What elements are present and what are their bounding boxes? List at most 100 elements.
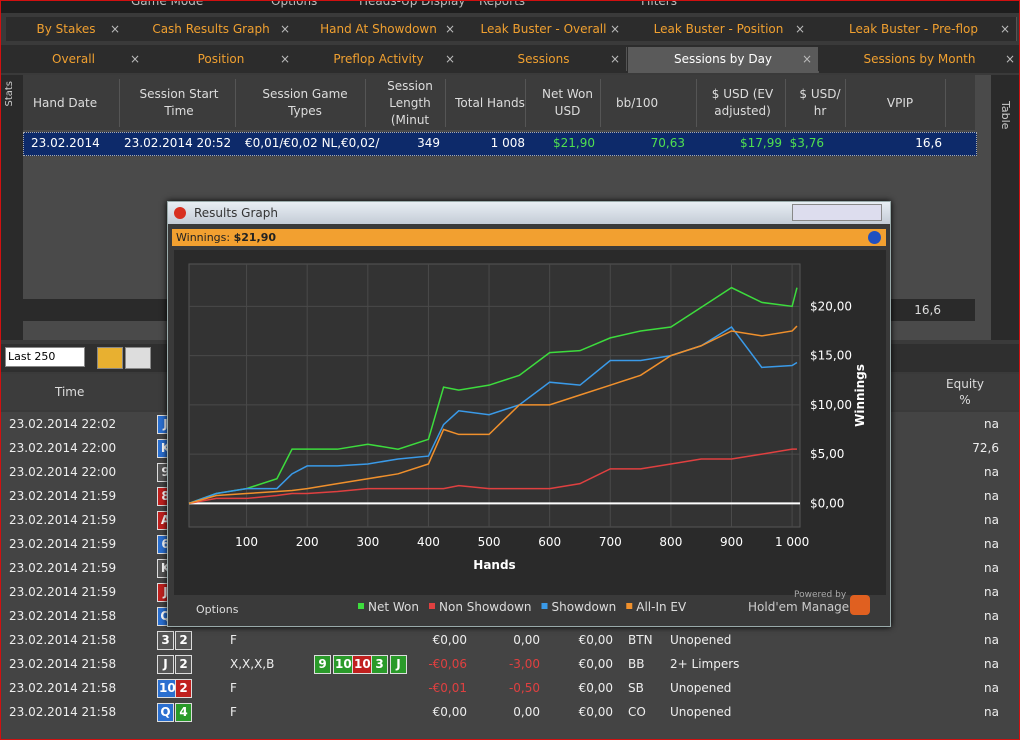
tab-label: Leak Buster - Pre-flop	[849, 22, 978, 36]
x-tick-label: 400	[417, 535, 440, 549]
tab[interactable]: Sessions	[461, 47, 627, 71]
hand-time: 23.02.2014 21:58	[9, 681, 117, 695]
table-side	[991, 75, 1019, 340]
card: 4	[175, 703, 192, 722]
tab-label: Sessions by Day	[673, 52, 773, 66]
close-icon[interactable]	[445, 47, 455, 71]
x-tick-label: 900	[720, 535, 743, 549]
tab[interactable]: Cash Results Graph	[126, 17, 297, 41]
column-header: Equity %	[946, 377, 984, 407]
hand-time: 23.02.2014 22:02	[9, 417, 117, 431]
hand-time: 23.02.2014 21:59	[9, 561, 117, 575]
card: 10	[352, 655, 373, 674]
tab-label: Position	[197, 52, 245, 66]
x-tick-label: 600	[538, 535, 561, 549]
hand-ev: €0,00	[578, 633, 613, 647]
legend-swatch	[429, 603, 435, 609]
session-cell: 349	[417, 136, 440, 150]
options-button[interactable]: Options	[196, 603, 239, 616]
hand-won: -€0,01	[428, 681, 467, 695]
hand-bb: -3,00	[508, 657, 540, 671]
close-icon[interactable]	[610, 17, 620, 41]
close-icon[interactable]	[795, 17, 805, 41]
side-label: Table	[999, 101, 1012, 130]
hand-time: 23.02.2014 21:59	[9, 513, 117, 527]
tab-label: Hand At Showdown	[320, 22, 437, 36]
tab[interactable]: Preflop Activity	[296, 47, 462, 71]
close-icon[interactable]	[130, 47, 140, 71]
filter-text: Last 250	[8, 350, 56, 363]
hand-equity: na	[984, 585, 999, 599]
session-cell: $3,76	[789, 136, 824, 150]
column-header: $ USD (EV adjusted)	[700, 79, 786, 127]
tab[interactable]: Sessions by Month	[818, 47, 1019, 71]
tab[interactable]: Overall	[1, 47, 147, 71]
rewind-button[interactable]	[97, 347, 123, 369]
session-cell: 70,63	[650, 136, 685, 150]
card: 3	[157, 631, 174, 650]
close-icon[interactable]	[802, 47, 812, 71]
hand-pos: SB	[628, 681, 644, 695]
close-icon[interactable]	[1005, 47, 1015, 71]
column-header: Session Length (Minut	[375, 79, 446, 127]
hand-time: 23.02.2014 21:58	[9, 633, 117, 647]
session-cell: 23.02.2014 20:52	[124, 136, 232, 150]
hand-bb: 0,00	[513, 633, 540, 647]
hand-pos: CO	[628, 705, 646, 719]
card: J	[157, 655, 174, 674]
sessions-row-bg[interactable]	[23, 132, 977, 156]
close-icon[interactable]	[1000, 17, 1010, 41]
close-icon[interactable]	[445, 17, 455, 41]
tab[interactable]: Leak Buster - Overall	[461, 17, 627, 41]
close-icon[interactable]	[110, 17, 120, 41]
hand-pos: BB	[628, 657, 645, 671]
card: 2	[175, 631, 192, 650]
tab[interactable]: Leak Buster - Position	[626, 17, 812, 41]
hand-pos: BTN	[628, 633, 653, 647]
brand: Hold'em Manager	[748, 600, 855, 614]
hand-won: €0,00	[432, 705, 467, 719]
tab[interactable]: Position	[146, 47, 297, 71]
column-header: Total Hands	[455, 79, 526, 127]
column-header: Hand Date	[27, 79, 120, 127]
x-tick-label: 300	[356, 535, 379, 549]
help-icon[interactable]	[868, 231, 881, 244]
hand-equity: na	[984, 465, 999, 479]
hand-type: Unopened	[670, 681, 732, 695]
hand-time: 23.02.2014 21:59	[9, 537, 117, 551]
column-header: bb/100	[610, 79, 697, 127]
tab[interactable]: By Stakes	[6, 17, 127, 41]
close-icon[interactable]	[280, 47, 290, 71]
menu-bar	[1, 1, 1019, 13]
replay-button[interactable]	[125, 347, 151, 369]
hand-type: Unopened	[670, 633, 732, 647]
session-cell: 1 008	[490, 136, 525, 150]
tab[interactable]: Leak Buster - Pre-flop	[811, 17, 1017, 41]
hand-time: 23.02.2014 21:58	[9, 705, 117, 719]
tab[interactable]: Sessions by Day	[628, 47, 819, 73]
column-header: VPIP	[855, 79, 946, 127]
app-icon	[174, 207, 186, 219]
hand-won: -€0,06	[428, 657, 467, 671]
card: 10	[333, 655, 354, 674]
close-icon[interactable]	[280, 17, 290, 41]
column-header: Session Start Time	[123, 79, 236, 127]
legend-label: Showdown	[552, 600, 617, 614]
tab-label: Leak Buster - Position	[653, 22, 784, 36]
plot-area	[188, 263, 801, 528]
tab-label: Sessions	[517, 52, 570, 66]
close-icon[interactable]	[610, 47, 620, 71]
winnings-value: $21,90	[233, 231, 277, 244]
tab-label: Overall	[52, 52, 95, 66]
filter-box[interactable]	[5, 347, 85, 367]
window-controls[interactable]	[792, 204, 882, 221]
winnings-label: Winnings:	[176, 231, 231, 244]
hand-type: 2+ Limpers	[670, 657, 740, 671]
hand-equity: na	[984, 657, 999, 671]
hand-action: F	[230, 705, 237, 719]
x-tick-label: 700	[599, 535, 622, 549]
tab[interactable]: Hand At Showdown	[296, 17, 462, 41]
legend-label: All-In EV	[636, 600, 687, 614]
legend-swatch	[626, 603, 633, 609]
session-cell: €0,01/€0,02 NL,€0,02/	[245, 136, 380, 150]
